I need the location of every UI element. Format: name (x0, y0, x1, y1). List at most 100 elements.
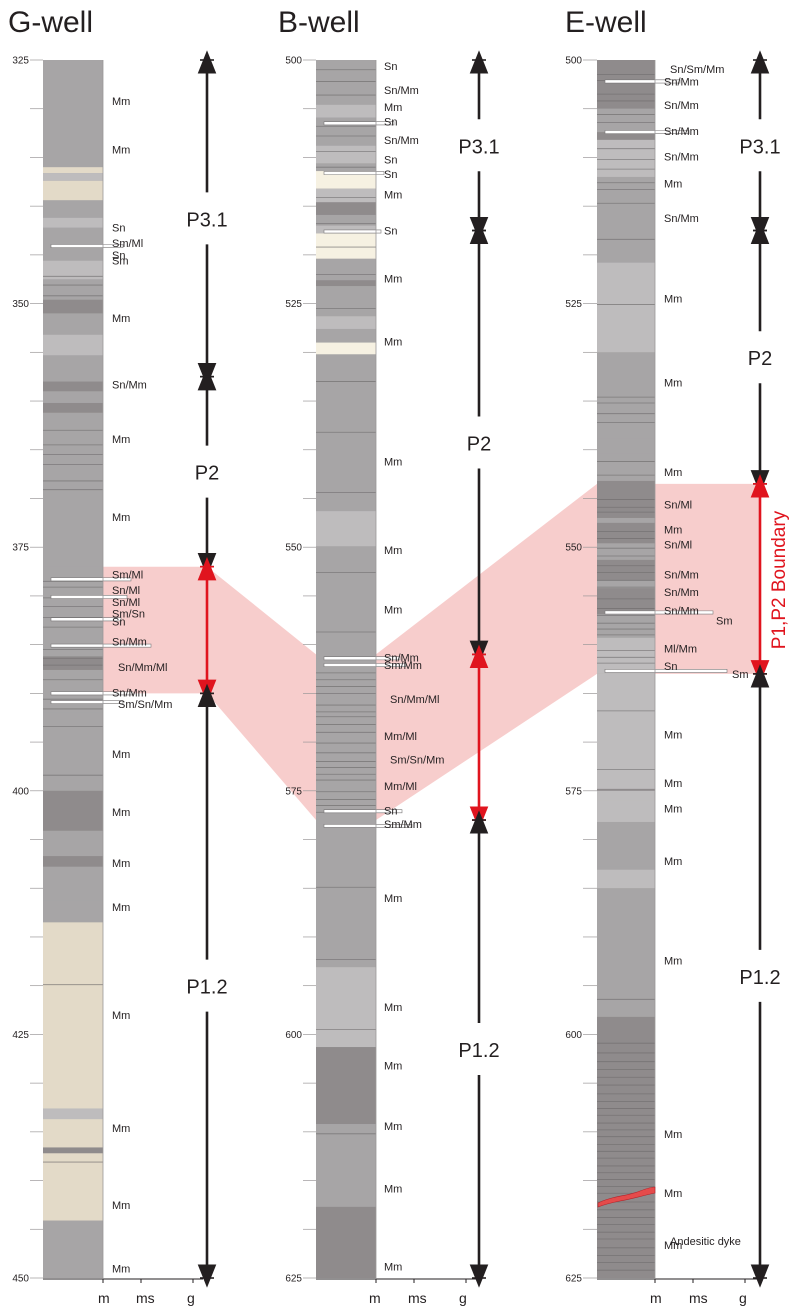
facies-label: Sn/Mm (664, 100, 699, 112)
facies-label: Mm (664, 729, 682, 741)
facies-label: Mm (384, 337, 402, 349)
sand-lens (604, 130, 690, 135)
facies-label: Sn (384, 116, 397, 128)
unit-label: P2 (467, 433, 491, 455)
bed-layer (597, 559, 655, 581)
unit-label: P1.2 (739, 967, 780, 989)
bed-layer (597, 262, 655, 353)
facies-label: Andesitic dyke (670, 1236, 741, 1248)
depth-tick-label: 575 (565, 786, 582, 797)
facies-label: Sn/Mm (664, 569, 699, 581)
bed-layer (316, 171, 376, 189)
facies-label: Sn (112, 250, 125, 262)
depth-tick-label: 625 (565, 1274, 582, 1285)
facies-label: Sn/Mm (664, 587, 699, 599)
sand-lens (50, 244, 124, 249)
facies-label: Mm (384, 102, 402, 114)
bed-layer (316, 145, 376, 164)
bed-layer (316, 511, 376, 547)
facies-label: Sm/Ml (112, 238, 143, 250)
facies-label: Sn/Mm (664, 76, 699, 88)
facies-label: Mm (384, 1183, 402, 1195)
correlation-band-b-e (376, 483, 760, 821)
facies-label: Sn/Mm (384, 85, 419, 97)
bed-layer (316, 1047, 376, 1125)
bed-layers (597, 60, 757, 1283)
unit-label: P2 (195, 463, 219, 485)
facies-label: Mm (664, 294, 682, 306)
facies-label: Sn (384, 154, 397, 166)
facies-label: Mm (384, 893, 402, 905)
bed-layer (43, 200, 103, 211)
facies-label: Sn/Mm (384, 135, 419, 147)
grain-axis-ms: ms (408, 1290, 427, 1306)
facies-label: Mm (384, 456, 402, 468)
depth-tick-label: 550 (285, 543, 302, 554)
facies-label: Mm (112, 145, 130, 157)
bed-layer (43, 173, 103, 181)
facies-label: Mm (664, 1129, 682, 1141)
depth-tick-label: 625 (285, 1274, 302, 1285)
sand-lens (50, 617, 122, 622)
facies-label: Mm (112, 749, 130, 761)
depth-tick-label: 550 (565, 543, 582, 554)
sand-lens (323, 171, 385, 175)
facies-label: Mm (112, 1263, 130, 1275)
bed-layer (316, 233, 376, 259)
sand-lens (50, 700, 124, 705)
bed-layer (43, 381, 103, 392)
facies-label: Mm (112, 512, 130, 524)
facies-label: Mm (664, 1240, 682, 1252)
bed-layer (43, 60, 103, 168)
facies-label: Mm (664, 1188, 682, 1200)
bed-layer (316, 225, 376, 234)
facies-label: Sm/Sn/Mm (118, 699, 172, 711)
facies-label: Mm (112, 858, 130, 870)
facies-label: Mm (664, 955, 682, 967)
bed-layer (43, 566, 103, 713)
facies-label: Mm (112, 902, 130, 914)
grain-axis-ms: ms (136, 1290, 155, 1306)
facies-label: Mm (112, 1200, 130, 1212)
bed-layer (43, 260, 103, 280)
facies-label: Sm/Ml (112, 569, 143, 581)
facies-label: Mm (112, 434, 130, 446)
facies-label: Sn (112, 223, 125, 235)
bed-layer (43, 866, 103, 901)
sand-lens (50, 594, 128, 599)
facies-label: Mm (384, 605, 402, 617)
facies-label: Mm (112, 1010, 130, 1022)
facies-label: Mm/Ml (384, 781, 417, 793)
sand-lens (50, 691, 134, 696)
facies-label: Sm/Mm (384, 660, 422, 672)
bed-layer (597, 108, 655, 133)
bed-layer (597, 869, 655, 889)
sand-lens (50, 643, 152, 648)
facies-label: Sn (664, 661, 677, 673)
correlation-bands (103, 483, 760, 821)
bed-layer (316, 188, 376, 203)
bed-layer (316, 1124, 376, 1207)
bed-layer (43, 1108, 103, 1120)
bed-layer (43, 922, 103, 1221)
facies-label: Sn/Mm (664, 606, 699, 618)
depth-tick-label: 425 (12, 1030, 29, 1041)
grain-axis-m: m (98, 1290, 110, 1306)
facies-label: Sn/Mm (384, 652, 419, 664)
bed-layer (43, 180, 103, 201)
depth-tick-label: 450 (12, 1274, 29, 1285)
sand-lens (323, 229, 382, 234)
bed-layer (316, 342, 376, 355)
andesitic-dyke (597, 1186, 656, 1208)
well-panel-b: B-well 500 525 550 575 600 625 Sn Sn/Mm Mm Sn Sn/… (278, 6, 500, 1306)
bed-layers (316, 60, 476, 1283)
bed-layer (597, 139, 655, 177)
facies-label: Mm (384, 1002, 402, 1014)
facies-label: Mm (384, 1121, 402, 1133)
grain-axis-g: g (739, 1290, 747, 1306)
depth-tick-label: 500 (565, 56, 582, 67)
bed-layer (43, 656, 103, 670)
bed-layer (316, 1206, 376, 1278)
